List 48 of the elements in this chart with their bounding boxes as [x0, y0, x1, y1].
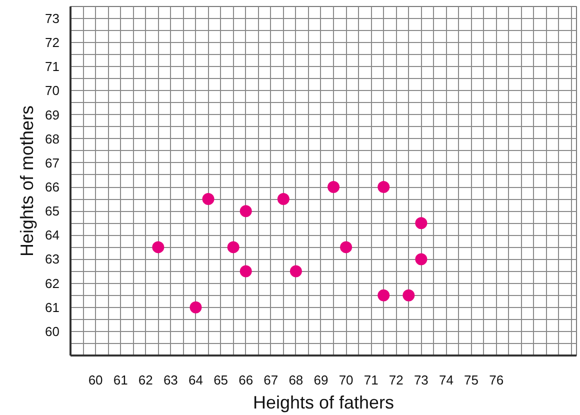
x-tick-label: 75: [464, 372, 479, 388]
y-tick-label: 72: [45, 35, 60, 50]
y-tick-label: 69: [45, 107, 60, 122]
x-tick-label: 70: [338, 372, 354, 388]
x-tick-label: 65: [214, 372, 228, 388]
y-tick-label: 66: [45, 180, 60, 195]
point: [378, 181, 390, 194]
x-tick-label: 64: [188, 372, 203, 388]
x-tick-label: 76: [489, 372, 504, 388]
point: [190, 301, 202, 314]
x-tick-label: 74: [439, 372, 454, 388]
x-tick-label: 63: [163, 372, 178, 388]
x-tick-label: 72: [388, 372, 404, 388]
x-tick-label: 62: [138, 372, 153, 388]
y-tick-label: 68: [45, 131, 60, 146]
point: [415, 217, 428, 230]
y-tick-label: 60: [45, 324, 60, 339]
y-tick-label: 61: [45, 300, 60, 315]
point: [340, 241, 352, 254]
point: [415, 253, 428, 266]
y-tick-label: 63: [45, 252, 60, 267]
point: [402, 289, 415, 302]
point: [240, 265, 252, 278]
y-tick-label: 71: [45, 59, 60, 74]
y-axis-title: Heights of mothers: [17, 105, 38, 257]
point: [328, 181, 340, 194]
point: [152, 241, 164, 254]
point: [290, 265, 302, 278]
x-tick-label: 60: [88, 372, 103, 388]
x-tick-label: 68: [288, 372, 304, 388]
x-axis-title: Heights of fathers: [252, 392, 394, 412]
x-tick-label: 67: [264, 372, 278, 388]
y-tick-label: 64: [45, 228, 60, 243]
y-tick-label: 62: [45, 276, 60, 291]
x-tick-label: 73: [414, 372, 428, 388]
x-tick-label: 71: [364, 372, 378, 388]
point: [202, 193, 214, 206]
y-tick-label: 73: [45, 11, 60, 26]
point: [227, 241, 240, 254]
x-tick-label: 66: [238, 372, 254, 388]
y-tick-label: 67: [45, 155, 60, 170]
x-tick-label: 61: [113, 372, 128, 388]
point: [240, 205, 252, 218]
y-tick-label: 70: [45, 83, 60, 98]
x-tick-label: 69: [314, 372, 328, 388]
point: [378, 289, 390, 302]
y-tick-label: 65: [45, 204, 60, 219]
point: [277, 193, 290, 206]
